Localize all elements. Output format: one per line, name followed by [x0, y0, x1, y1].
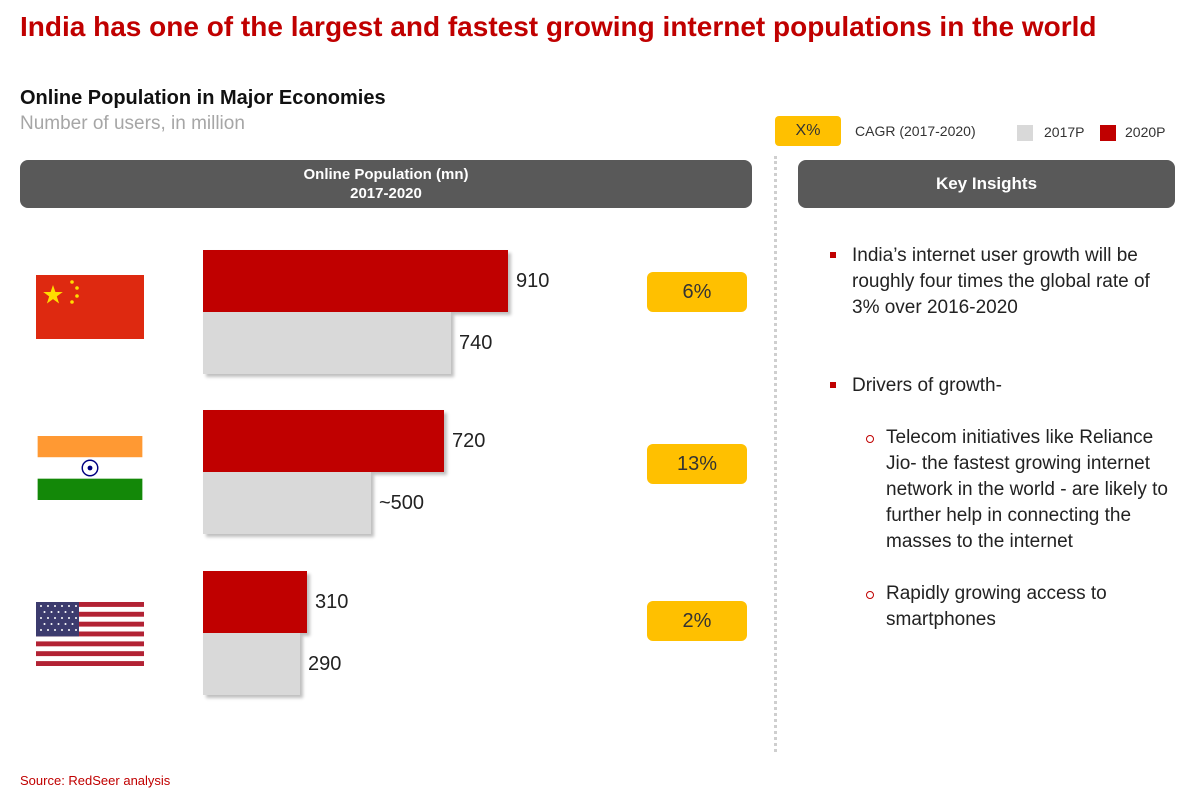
- india-flag-icon: [37, 436, 143, 500]
- legend-cagr-box: X%: [775, 116, 841, 146]
- cagr-badge-china: 6%: [647, 272, 747, 312]
- legend-swatch-2020: [1100, 125, 1116, 141]
- label-usa-2020: 310: [315, 591, 349, 613]
- bullet-square-icon: [830, 252, 836, 258]
- usa-flag-icon: [36, 602, 144, 666]
- insight-sub-bullet: Rapidly growing access to smartphones: [830, 581, 1170, 633]
- legend-swatch-2017: [1017, 125, 1033, 141]
- label-india-2017: ~500: [379, 492, 425, 514]
- bullet-circle-icon: [866, 591, 874, 599]
- source-note: Source: RedSeer analysis: [20, 773, 171, 788]
- bullet-circle-icon: [866, 435, 874, 443]
- bar-usa-2017: [203, 633, 300, 695]
- bullet-square-icon: [830, 382, 836, 388]
- label-usa-2017: 290: [308, 653, 342, 675]
- legend-label-2017: 2017P: [1044, 124, 1085, 140]
- chart-header-line1: Online Population (mn): [303, 166, 469, 183]
- cagr-badge-india: 13%: [647, 444, 747, 484]
- insight-bullet: Drivers of growth-: [830, 373, 1170, 399]
- china-flag-icon: [36, 275, 144, 339]
- cagr-badge-usa: 2%: [647, 601, 747, 641]
- insight-sub-bullet: Telecom initiatives like Reliance Jio- t…: [830, 425, 1170, 555]
- label-china-2017: 740: [459, 332, 493, 354]
- units-label: Number of users, in million: [20, 113, 245, 134]
- page-title: India has one of the largest and fastest…: [20, 11, 1097, 42]
- chart-header-line2: 2017-2020: [350, 185, 422, 202]
- bar-china-2020: [203, 250, 508, 312]
- label-china-2020: 910: [516, 270, 550, 292]
- insight-bullet: India’s internet user growth will be rou…: [830, 243, 1170, 321]
- bar-india-2017: [203, 472, 371, 534]
- legend-cagr-label: CAGR (2017-2020): [855, 123, 976, 139]
- insights-header: Key Insights: [798, 160, 1175, 208]
- bar-china-2017: [203, 312, 451, 374]
- chart-header: Online Population (mn) 2017-2020: [20, 160, 752, 208]
- bar-india-2020: [203, 410, 444, 472]
- bar-usa-2020: [203, 571, 307, 633]
- divider: [774, 156, 777, 752]
- label-india-2020: 720: [452, 430, 486, 452]
- chart-subtitle: Online Population in Major Economies: [20, 87, 386, 109]
- key-insights: India’s internet user growth will be rou…: [830, 243, 1170, 659]
- legend-label-2020: 2020P: [1125, 124, 1166, 140]
